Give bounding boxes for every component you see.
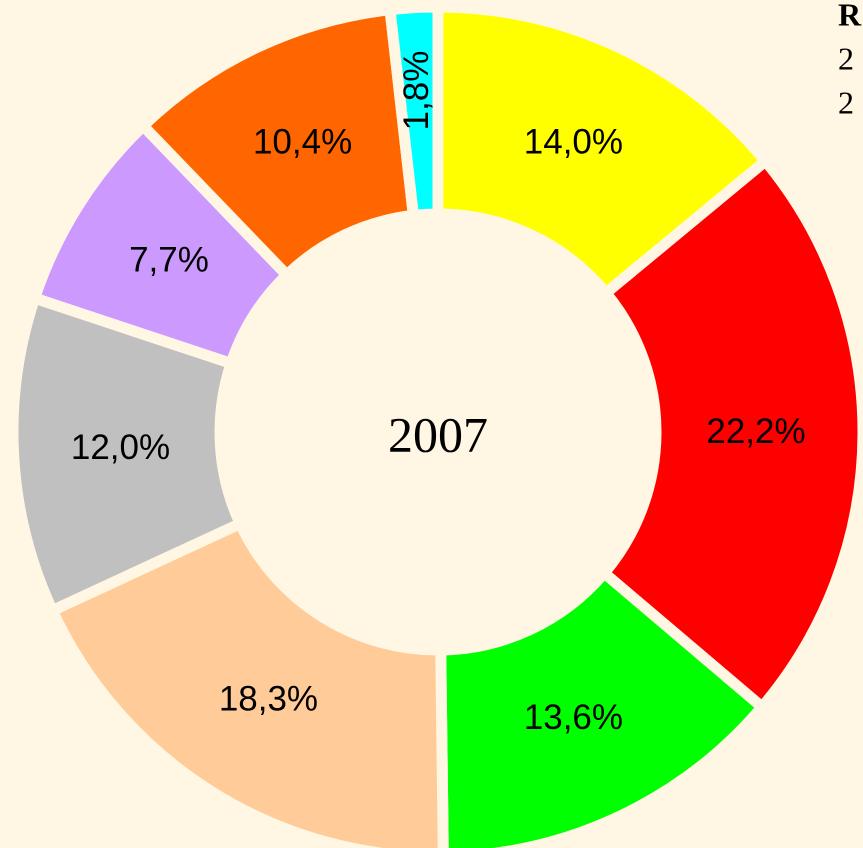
value-label: 14,0% [524, 123, 623, 162]
donut-slice [135, 3, 420, 283]
donut-slice [7, 291, 248, 618]
value-label: 7,7% [129, 241, 209, 280]
donut-slice [383, 1, 444, 222]
cropped-text: R [838, 0, 862, 32]
value-label: 1,8% [397, 51, 436, 131]
donut-slice [45, 516, 449, 848]
donut-slice [435, 565, 770, 848]
value-label: 10,4% [253, 123, 352, 162]
cropped-text: 2 [838, 40, 854, 76]
slices [7, 1, 863, 848]
donut-slice [596, 153, 863, 715]
value-label: 12,0% [71, 428, 170, 467]
center-label: 2007 [388, 406, 488, 462]
value-label: 22,2% [706, 412, 805, 451]
value-label: 13,6% [524, 698, 623, 737]
value-label: 18,3% [219, 679, 318, 718]
cropped-text: 2 [838, 84, 854, 120]
donut-slice [432, 1, 774, 301]
